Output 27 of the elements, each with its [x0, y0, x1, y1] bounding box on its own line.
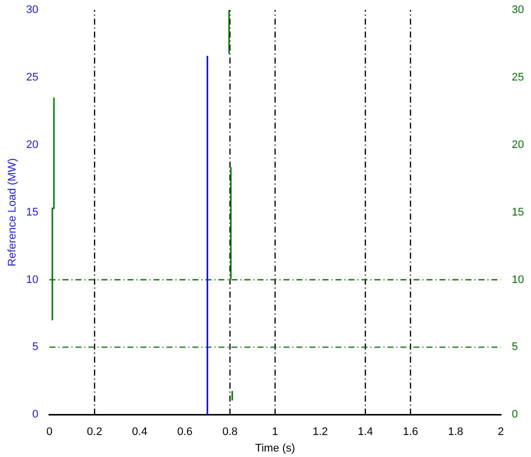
x-tick-label: 2 — [498, 426, 504, 438]
x-tick-label: 1.2 — [312, 426, 328, 438]
y2-tick-label: 30 — [512, 4, 524, 16]
x-tick-label: 1 — [272, 426, 278, 438]
x-tick-label: 1.8 — [448, 426, 464, 438]
y-tick-label: 25 — [26, 71, 38, 84]
x-axis-title: Time (s) — [255, 442, 296, 454]
y-tick-label: 0 — [32, 408, 38, 421]
y2-tick-label: 0 — [512, 408, 518, 421]
y-axis-title: Reference Load (MW) — [6, 158, 19, 266]
y2-tick-label: 20 — [512, 138, 524, 151]
x-tick-label: 0.4 — [132, 426, 148, 438]
x-tick-label: 0.2 — [86, 426, 102, 438]
y2-tick-label: 5 — [512, 341, 518, 354]
y-tick-label: 5 — [32, 341, 38, 354]
y2-tick-label: 10 — [512, 274, 524, 286]
y-tick-label: 20 — [26, 138, 38, 151]
x-tick-label: 0 — [46, 426, 52, 438]
y-tick-label: 15 — [26, 206, 38, 218]
y2-tick-label: 25 — [512, 71, 524, 84]
x-tick-label: 0.8 — [222, 426, 238, 438]
x-tick-label: 1.4 — [358, 426, 374, 438]
x-tick-label: 1.6 — [402, 426, 418, 438]
y2-tick-label: 15 — [512, 206, 524, 218]
y-tick-label: 10 — [26, 274, 38, 286]
y-tick-label: 30 — [26, 4, 38, 16]
x-tick-label: 0.6 — [177, 426, 192, 438]
